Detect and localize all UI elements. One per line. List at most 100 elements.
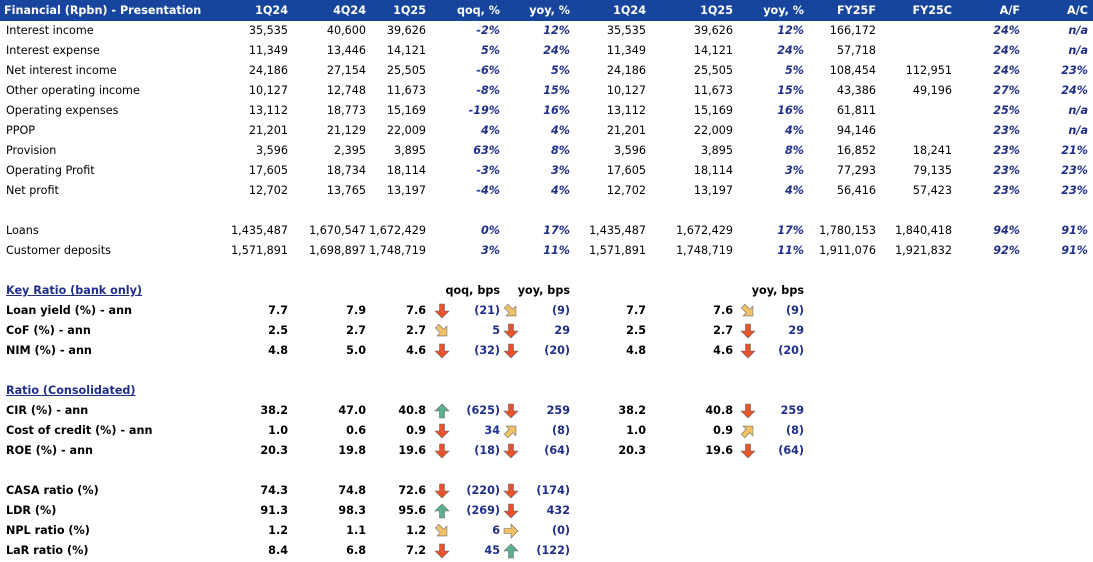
ratio-value: 40.8 (398, 404, 426, 417)
row-label: Interest income (6, 24, 94, 37)
ratio-yoy: (20) (544, 344, 570, 357)
ratio-value: 4.8 (626, 344, 646, 357)
row-value: 11% (777, 244, 804, 257)
row-value: 27,154 (326, 64, 366, 77)
row-value: 13,197 (693, 184, 733, 197)
row-value: 3% (481, 244, 500, 257)
ratio-label: Cost of credit (%) - ann (6, 424, 153, 437)
row-value: 57,423 (912, 184, 952, 197)
header-col: yoy, % (529, 4, 570, 17)
ratio-value: 74.3 (260, 484, 288, 497)
ratio-value: 4.6 (406, 344, 426, 357)
row-value: n/a (1068, 44, 1088, 57)
row-value: 4% (785, 184, 804, 197)
ratio-value: 72.6 (398, 484, 426, 497)
row-value: 16% (543, 104, 570, 117)
row-value: 18,114 (693, 164, 733, 177)
ratio-label: LDR (%) (6, 504, 57, 517)
trend-arrow-icon (740, 443, 756, 459)
header-col: 4Q24 (333, 4, 366, 17)
row-value: 11,673 (693, 84, 733, 97)
ratio-value: 38.2 (618, 404, 646, 417)
trend-arrow-icon (740, 425, 754, 439)
row-value: 24% (1061, 84, 1088, 97)
row-value: n/a (1068, 24, 1088, 37)
trend-arrow-icon (503, 443, 519, 459)
row-label: PPOP (6, 124, 36, 137)
header-title: Financial (Rpbn) - Presentation (4, 4, 202, 17)
row-value: 35,535 (606, 24, 646, 37)
row-value: 39,626 (693, 24, 733, 37)
row-value: 13,197 (386, 184, 426, 197)
row-value: 17% (543, 224, 570, 237)
row-value: 25% (993, 104, 1020, 117)
row-value: 1,672,429 (676, 224, 733, 237)
row-value: 4% (551, 124, 570, 137)
ratio-qoq: (32) (474, 344, 500, 357)
ratio-value: 8.4 (268, 544, 288, 557)
row-value: n/a (1068, 124, 1088, 137)
row-value: 13,765 (326, 184, 366, 197)
row-value: 3,895 (700, 144, 733, 157)
ratio-value: 95.6 (398, 504, 426, 517)
ratio-value: 0.9 (406, 424, 426, 437)
row-value: 56,416 (836, 184, 876, 197)
ratio-value: 2.7 (713, 324, 733, 337)
ratio-yoy: (9) (551, 304, 570, 317)
row-value: 23% (1061, 164, 1088, 177)
ratio-yoy: 29 (554, 324, 570, 337)
ratio-value: 38.2 (260, 404, 288, 417)
row-value: 23% (993, 144, 1020, 157)
header-col: 1Q24 (613, 4, 646, 17)
row-value: 3% (785, 164, 804, 177)
row-value: 1,698,897 (309, 244, 366, 257)
row-label: Net interest income (6, 64, 117, 77)
ratio-value: 1.0 (268, 424, 288, 437)
row-value: 21,201 (606, 124, 646, 137)
row-value: n/a (1068, 104, 1088, 117)
ratio-label: CoF (%) - ann (6, 324, 91, 337)
row-value: 12,702 (606, 184, 646, 197)
row-value: 112,951 (905, 64, 952, 77)
ratio-value: 5.0 (346, 344, 366, 357)
row-value: 1,435,487 (589, 224, 646, 237)
ratio-value: 7.2 (406, 544, 426, 557)
row-value: 12,748 (326, 84, 366, 97)
row-label: Operating Profit (6, 164, 95, 177)
header-col: 1Q25 (393, 4, 426, 17)
row-label: Net profit (6, 184, 59, 197)
trend-arrow-icon (434, 323, 448, 337)
ratio-value: 20.3 (618, 444, 646, 457)
row-value: 1,840,418 (895, 224, 952, 237)
row-value: 8% (785, 144, 804, 157)
header-col: A/F (999, 4, 1020, 17)
row-value: 91% (1061, 224, 1088, 237)
trend-arrow-icon (503, 343, 519, 359)
trend-arrow-icon (740, 403, 756, 419)
trend-arrow-icon (434, 503, 450, 519)
row-value: 12% (543, 24, 570, 37)
row-value: 14,121 (386, 44, 426, 57)
row-value: 18,773 (326, 104, 366, 117)
row-value: 15% (543, 84, 570, 97)
row-label: Provision (6, 144, 57, 157)
ratio-value: 7.7 (268, 304, 288, 317)
row-value: 16% (777, 104, 804, 117)
row-value: 18,114 (386, 164, 426, 177)
ratio-value: 20.3 (260, 444, 288, 457)
row-label: Customer deposits (6, 244, 111, 257)
row-value: 91% (1061, 244, 1088, 257)
row-value: 23% (1061, 64, 1088, 77)
ratio-label: CIR (%) - ann (6, 404, 89, 417)
row-value: 15,169 (386, 104, 426, 117)
trend-arrow-icon (503, 403, 519, 419)
trend-arrow-icon (434, 423, 450, 439)
row-value: 24% (993, 44, 1020, 57)
row-value: 40,600 (326, 24, 366, 37)
row-label: Other operating income (6, 84, 140, 97)
row-value: 94,146 (836, 124, 876, 137)
ratio-yoy: (20) (778, 344, 804, 357)
row-value: -8% (476, 84, 500, 97)
row-value: 13,446 (326, 44, 366, 57)
row-value: 10,127 (606, 84, 646, 97)
